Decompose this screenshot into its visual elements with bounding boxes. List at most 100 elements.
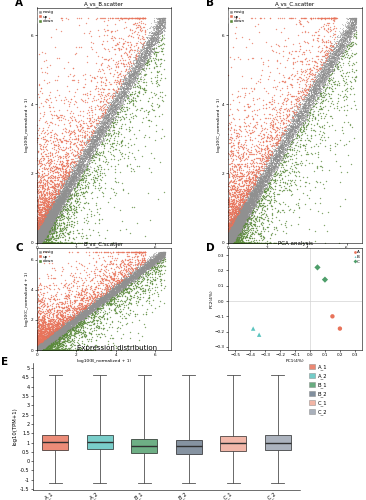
Point <box>240 214 246 222</box>
Point <box>231 223 237 231</box>
Point <box>109 286 115 294</box>
Point <box>301 104 307 112</box>
Point <box>34 345 40 353</box>
Point <box>42 216 48 224</box>
Point <box>241 214 247 222</box>
Point <box>40 344 46 352</box>
Point <box>42 238 48 246</box>
Point <box>45 218 51 226</box>
Point <box>74 346 80 354</box>
Point <box>143 262 149 270</box>
Point <box>109 106 115 114</box>
Point <box>72 268 78 276</box>
Point <box>75 162 81 170</box>
Point <box>41 333 47 341</box>
Point <box>42 338 48 346</box>
Point <box>80 317 86 325</box>
Point <box>87 133 93 141</box>
Point <box>350 14 355 22</box>
Point <box>41 235 46 243</box>
Point <box>45 210 51 218</box>
Point <box>37 187 43 195</box>
Point <box>162 249 168 257</box>
Point <box>47 340 53 348</box>
Point <box>83 308 89 316</box>
Point <box>99 299 105 307</box>
Point <box>71 336 77 344</box>
Point <box>37 337 43 345</box>
Point <box>52 336 58 344</box>
Point <box>237 226 243 234</box>
Point <box>107 108 113 116</box>
Point <box>72 179 78 187</box>
Point <box>341 48 347 56</box>
Point <box>40 230 45 238</box>
Point <box>36 235 41 243</box>
Point <box>273 128 279 136</box>
Point <box>280 144 286 152</box>
Point <box>87 148 93 156</box>
Point <box>287 205 292 213</box>
Point <box>229 238 235 246</box>
Point <box>230 229 236 237</box>
Point <box>228 224 234 232</box>
Point <box>237 238 243 246</box>
Point <box>111 287 117 295</box>
Point <box>51 334 57 342</box>
Point <box>35 344 41 352</box>
Point <box>43 230 49 237</box>
Point <box>352 15 358 23</box>
Point <box>235 218 240 226</box>
Point <box>48 332 53 340</box>
Point <box>249 198 255 206</box>
Point <box>35 236 41 244</box>
Point <box>77 313 83 321</box>
Point <box>231 230 237 238</box>
Point <box>278 136 284 143</box>
Point <box>110 100 116 108</box>
Point <box>288 116 294 124</box>
Point <box>34 343 40 351</box>
Point <box>235 238 241 246</box>
Point <box>327 55 333 63</box>
Point <box>42 218 48 226</box>
Point <box>56 330 61 338</box>
Point <box>48 312 54 320</box>
Point <box>36 238 42 246</box>
Point <box>37 222 43 230</box>
Point <box>53 206 59 214</box>
Point <box>225 238 231 246</box>
Point <box>63 186 69 194</box>
Point <box>151 254 157 262</box>
Point <box>272 148 277 156</box>
Point <box>231 227 236 235</box>
Point <box>46 335 52 343</box>
Point <box>232 228 238 235</box>
Point <box>60 200 66 207</box>
Point <box>229 232 235 239</box>
Point <box>300 106 306 114</box>
Point <box>48 206 54 214</box>
Point <box>116 280 122 287</box>
Point <box>59 327 64 335</box>
Point <box>231 229 237 237</box>
Point <box>239 211 244 219</box>
Point <box>231 238 236 246</box>
Point <box>66 156 71 164</box>
Point <box>35 344 41 352</box>
Point <box>228 227 234 235</box>
Point <box>38 344 44 351</box>
Point <box>50 336 56 344</box>
Point <box>71 320 76 328</box>
Point <box>234 231 239 239</box>
Point <box>236 227 242 235</box>
Point <box>39 334 45 342</box>
Point <box>37 342 43 350</box>
Point <box>75 162 81 170</box>
Point <box>68 180 74 188</box>
Point <box>42 338 48 345</box>
Point <box>102 128 108 136</box>
Point <box>138 46 144 54</box>
Point <box>230 226 236 234</box>
Point <box>226 236 232 244</box>
